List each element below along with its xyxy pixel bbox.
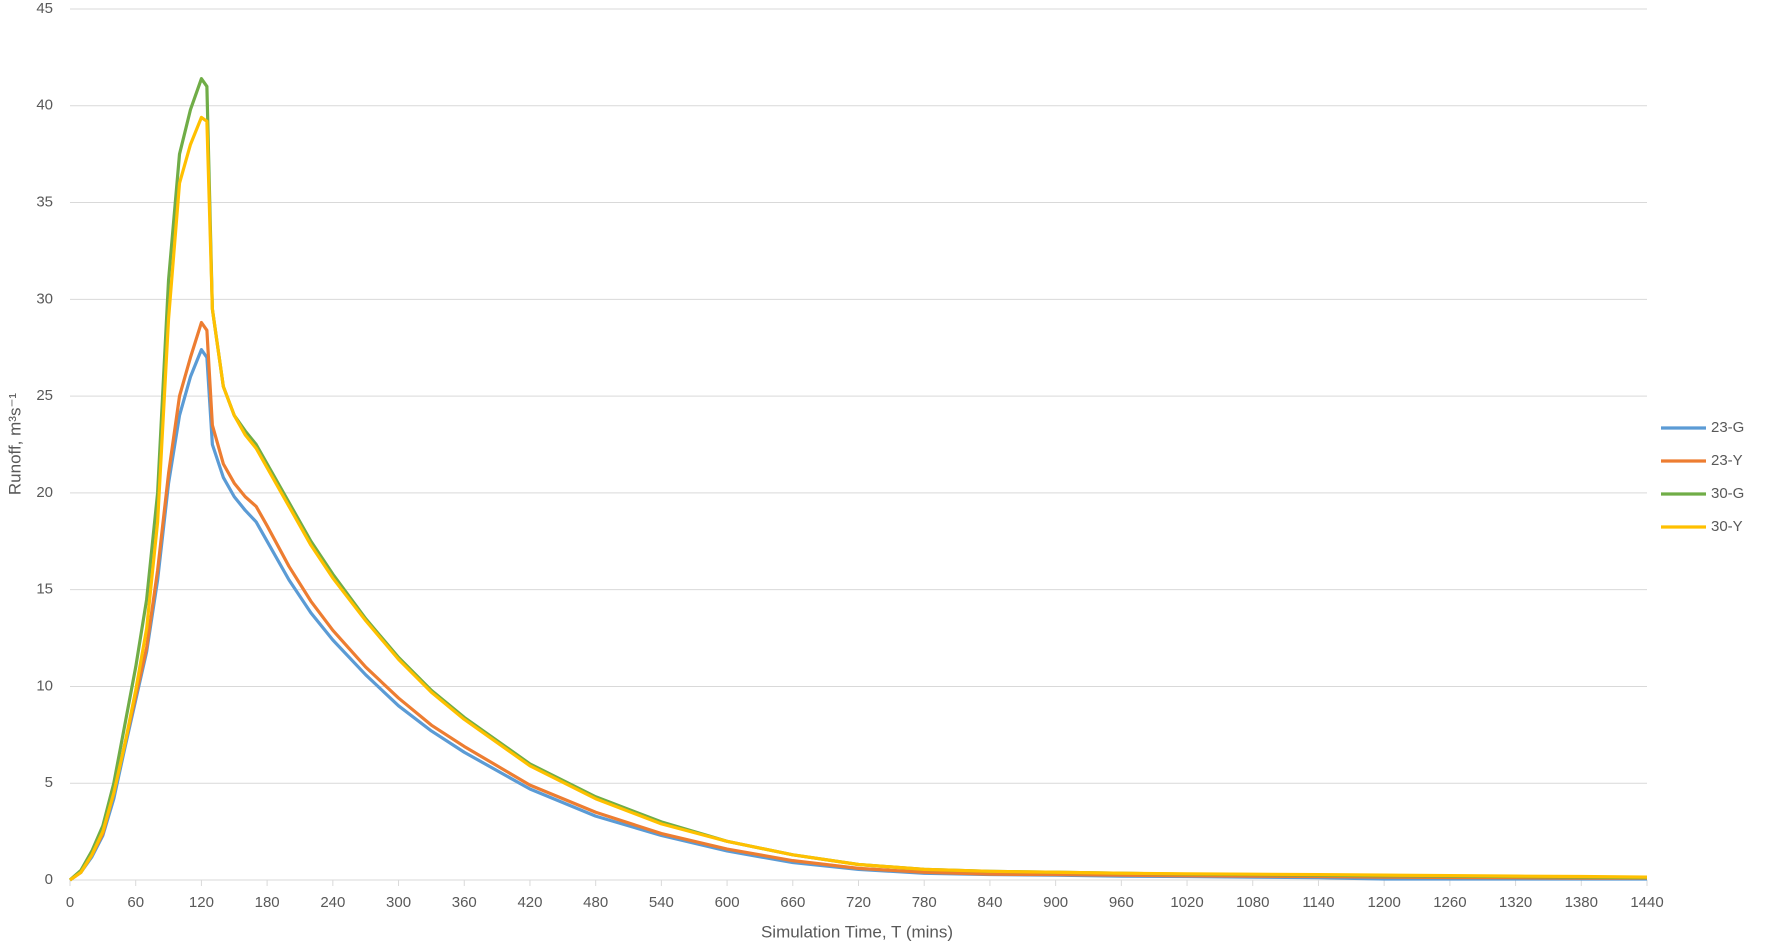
y-tick-label: 45 <box>36 0 53 17</box>
x-tick-label: 900 <box>1043 894 1068 911</box>
y-tick-label: 35 <box>36 194 53 211</box>
legend-label: 23-G <box>1711 419 1744 436</box>
x-tick-label: 1260 <box>1433 894 1466 911</box>
x-tick-label: 480 <box>583 894 608 911</box>
y-tick-label: 10 <box>36 677 53 694</box>
y-tick-label: 40 <box>36 97 53 114</box>
x-tick-label: 720 <box>846 894 871 911</box>
series-line <box>69 320 1647 882</box>
y-axis-label: Runoff, m³s⁻¹ <box>5 393 24 496</box>
x-tick-label: 1200 <box>1367 894 1400 911</box>
y-tick-label: 25 <box>36 387 53 404</box>
x-tick-label: 60 <box>127 894 144 911</box>
y-tick-label: 15 <box>36 581 53 598</box>
x-tick-label: 360 <box>452 894 477 911</box>
series-line <box>68 77 1648 882</box>
series-line <box>69 115 1648 882</box>
x-tick-label: 600 <box>715 894 740 911</box>
x-tick-label: 240 <box>320 894 345 911</box>
x-tick-label: 660 <box>780 894 805 911</box>
x-tick-label: 960 <box>1109 894 1134 911</box>
legend-label: 30-Y <box>1711 518 1743 535</box>
x-tick-label: 1320 <box>1499 894 1532 911</box>
x-tick-label: 420 <box>517 894 542 911</box>
x-axis-label: Simulation Time, T (mins) <box>761 922 953 941</box>
y-tick-label: 20 <box>36 484 53 501</box>
x-tick-label: 840 <box>977 894 1002 911</box>
legend-label: 23-Y <box>1711 452 1743 469</box>
x-tick-label: 1380 <box>1565 894 1598 911</box>
x-tick-label: 300 <box>386 894 411 911</box>
y-tick-label: 30 <box>36 290 53 307</box>
x-tick-label: 0 <box>66 894 74 911</box>
x-tick-label: 1140 <box>1302 894 1334 911</box>
x-tick-label: 1020 <box>1170 894 1203 911</box>
x-tick-label: 1440 <box>1630 894 1663 911</box>
y-tick-label: 5 <box>45 774 53 791</box>
x-tick-label: 1080 <box>1236 894 1269 911</box>
legend-label: 30-G <box>1711 485 1744 502</box>
x-tick-label: 780 <box>912 894 937 911</box>
x-tick-label: 120 <box>189 894 214 911</box>
y-tick-label: 0 <box>45 871 53 888</box>
x-tick-label: 540 <box>649 894 674 911</box>
x-tick-label: 180 <box>255 894 280 911</box>
series-line <box>69 348 1647 882</box>
